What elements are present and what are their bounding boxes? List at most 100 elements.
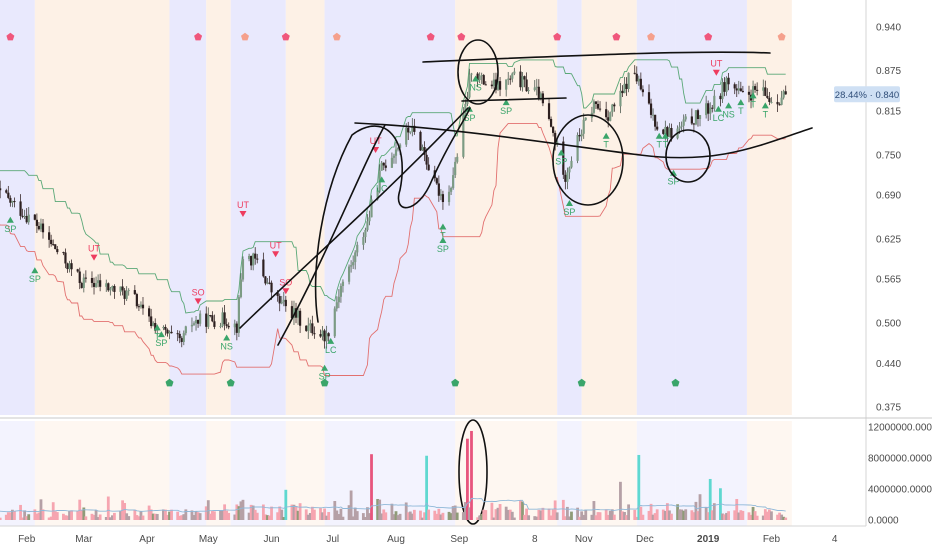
volume-bar (164, 509, 167, 520)
candle-body (398, 144, 402, 148)
candle-body (437, 183, 440, 196)
time-ticks[interactable]: Feb Mar Apr May Jun Jul Aug Sep 8 Nov Dec 2019 Feb 4 (18, 534, 838, 545)
volume-bar (555, 512, 559, 520)
volume-bar (125, 513, 129, 520)
volume-bar (690, 510, 694, 520)
background-band (169, 0, 207, 415)
price-tick-label: 0.625 (876, 234, 901, 245)
candle-body (727, 77, 730, 85)
pentagon-marker (332, 32, 341, 41)
candle-body (5, 190, 8, 193)
candle-body (11, 201, 14, 203)
candle-body (48, 232, 51, 240)
candle-body (766, 95, 769, 98)
volume-bar (537, 509, 541, 520)
volume-average-line (0, 497, 786, 513)
candle-body (366, 221, 369, 230)
volume-bar (763, 509, 767, 520)
volume-bar (484, 510, 488, 520)
candle-body (523, 76, 526, 80)
price-tick-label: 0.875 (876, 66, 901, 77)
volume-bar (278, 506, 282, 520)
time-tick-label: Apr (139, 534, 155, 545)
volume-bar (453, 505, 457, 520)
volume-bar (739, 510, 743, 520)
volume-bar (296, 510, 300, 520)
background-band (675, 0, 747, 415)
candle-body (784, 91, 787, 95)
candle-body (456, 156, 459, 162)
candle-body (290, 306, 294, 319)
volume-bar (39, 499, 43, 520)
signal-label: NS (220, 341, 233, 351)
candle-body (84, 277, 87, 279)
candle-body (7, 192, 10, 198)
time-tick-label: Jul (326, 534, 339, 545)
candle-body (105, 283, 108, 287)
candle-body (578, 135, 581, 137)
volume-bar (478, 515, 482, 520)
candle-body (164, 326, 167, 330)
candle-body (635, 73, 638, 82)
volume-bar (725, 512, 728, 520)
signal-arrow-up (321, 364, 329, 371)
candle-body (562, 141, 565, 175)
volume-bar (221, 510, 224, 520)
volume-bar (251, 505, 255, 520)
volume-bar (635, 516, 639, 520)
candle-body (592, 101, 596, 113)
volume-bar (298, 503, 302, 520)
candle-body (419, 131, 422, 151)
price-ticks[interactable]: 0.940 0.875 0.815 0.750 0.690 0.625 0.565 0.500… (876, 23, 901, 414)
volume-bar (533, 516, 537, 520)
volume-bar (280, 509, 284, 520)
time-tick-label: Sep (450, 534, 468, 545)
volume-bar (749, 514, 753, 520)
volume-bar (682, 510, 686, 520)
volume-bar (155, 513, 159, 520)
volume-bar (149, 509, 153, 520)
signal-arrow-up (157, 331, 165, 338)
background-band (324, 0, 456, 415)
candle-body (309, 323, 312, 326)
signal-arrow-up (31, 267, 39, 274)
signal-label: SP (563, 207, 575, 217)
volume-bar (670, 513, 673, 520)
hand-drawn-circle (552, 114, 624, 206)
volume-bar (663, 510, 667, 520)
candle-body (768, 97, 771, 102)
volume-bar (584, 509, 588, 520)
volume-bar (780, 514, 784, 520)
volume-ticks[interactable]: 12000000.0000 8000000.0000 4000000.0000 0.0… (868, 423, 932, 527)
candle-body (247, 256, 251, 260)
candle-body (325, 333, 328, 342)
signal-label: LC (376, 183, 388, 193)
signal-arrow-up (725, 102, 733, 109)
candle-body (133, 290, 136, 295)
candle-body (219, 325, 222, 327)
candle-body (180, 338, 183, 342)
candle-body (170, 331, 173, 334)
candle-body (166, 329, 169, 334)
volume-bar (741, 510, 745, 520)
volume-bar (180, 515, 184, 520)
pentagon-marker (241, 32, 249, 41)
volume-bar (282, 517, 286, 520)
volume-bar (139, 511, 143, 520)
volume-bar (733, 510, 737, 520)
candle-body (256, 258, 259, 260)
volume-bar (53, 511, 57, 520)
candle-body (97, 280, 100, 284)
hand-drawn-line (277, 124, 386, 346)
signal-label: SP (4, 224, 16, 234)
signal-arrow-up (565, 199, 573, 206)
volume-bar (223, 504, 227, 520)
candle-body (670, 127, 673, 139)
volume-bar (449, 513, 453, 520)
candle-body (696, 110, 700, 119)
volume-bar (19, 504, 22, 520)
pentagon-marker (426, 32, 435, 41)
candle-body (698, 115, 702, 119)
volume-bar (523, 514, 526, 520)
